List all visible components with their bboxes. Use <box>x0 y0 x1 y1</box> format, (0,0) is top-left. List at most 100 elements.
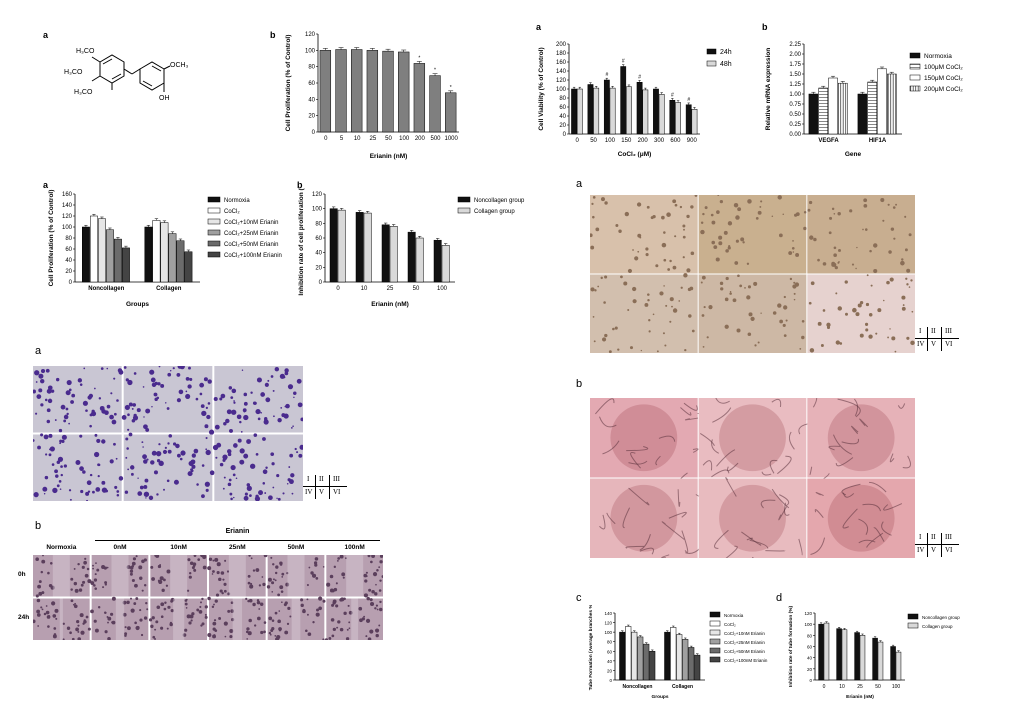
cell-dot <box>137 477 139 479</box>
x-tick-label: 0 <box>823 684 826 690</box>
cell-dot <box>851 263 855 266</box>
panel-label-2a: a <box>536 22 542 32</box>
wound-column-label: 50nM <box>287 544 305 551</box>
cell-dot <box>254 624 257 627</box>
y-tick-label: 160 <box>556 60 567 66</box>
cell-dot <box>205 436 208 440</box>
cell-dot <box>189 614 194 619</box>
cell-dot <box>100 407 103 409</box>
cell-dot <box>68 422 70 425</box>
cell-dot <box>284 601 288 605</box>
y-tick-label: 100 <box>804 622 812 627</box>
cell-dot <box>227 452 232 457</box>
significance-mark: # <box>671 92 674 98</box>
cell-dot <box>230 464 236 471</box>
cell-dot <box>243 495 249 501</box>
cell-dot <box>363 593 369 598</box>
cell-dot <box>702 345 705 348</box>
cell-dot <box>80 489 84 494</box>
x-tick-label: 10 <box>361 286 368 292</box>
cell-dot <box>239 420 242 424</box>
cell-dot <box>831 261 836 266</box>
cell-dot <box>205 449 211 456</box>
cell-dot <box>230 601 234 605</box>
cell-dot <box>91 409 95 413</box>
cell-dot <box>179 364 185 370</box>
y-tick-label: 80 <box>607 640 613 645</box>
wound-column-headers: Normoxia 0nM 10nM 25nM 50nM 100nM <box>33 544 383 554</box>
bar <box>653 88 659 135</box>
cell-dot <box>176 398 181 403</box>
cell-dot <box>667 268 671 271</box>
cell-dot <box>859 333 864 338</box>
cell-dot <box>116 490 120 493</box>
x-axis-label: Gene <box>845 151 862 158</box>
cell-dot <box>178 389 184 395</box>
cell-dot <box>828 231 832 235</box>
panel-label-4b: b <box>35 520 42 532</box>
cell-dot <box>286 622 290 626</box>
cell-dot <box>96 438 101 444</box>
micrograph-tile <box>32 366 124 433</box>
tube-branch <box>873 527 885 542</box>
cell-dot <box>142 386 145 388</box>
x-tick-label: 500 <box>430 136 441 142</box>
bar <box>106 229 114 283</box>
cell-dot <box>114 485 118 489</box>
cell-dot <box>248 618 252 623</box>
y-axis-label: Tube Formation (Average branches %) <box>588 605 594 690</box>
cell-dot <box>866 274 869 277</box>
cell-dot <box>231 409 237 415</box>
x-axis-label: Groups <box>126 301 149 308</box>
roman-4: IV <box>305 488 313 496</box>
wound-header-text: Erianin <box>225 528 250 535</box>
tube-branch <box>842 492 855 498</box>
cell-dot <box>862 228 864 231</box>
bar <box>818 87 828 135</box>
cell-dot <box>744 287 746 289</box>
cell-dot <box>287 606 291 610</box>
cell-dot <box>757 210 762 215</box>
tube-branch <box>681 530 689 553</box>
cell-dot <box>268 616 273 621</box>
cell-dot <box>167 449 172 454</box>
y-tick-label: 0 <box>69 280 73 286</box>
micrograph-tile <box>267 596 326 641</box>
bar <box>828 77 838 135</box>
micrograph-tile <box>150 553 207 597</box>
cell-dot <box>97 474 100 478</box>
cell-dot <box>333 565 337 568</box>
cell-dot <box>300 603 304 608</box>
cell-dot <box>42 486 48 492</box>
cell-dot <box>219 397 223 401</box>
y-tick-label: 100 <box>312 207 323 213</box>
cell-dot <box>116 494 120 497</box>
y-tick-label: 120 <box>305 32 316 38</box>
x-tick-label: 5 <box>340 136 344 142</box>
cell-dot <box>333 601 336 604</box>
cell-dot <box>173 479 179 485</box>
cell-dot <box>175 443 180 449</box>
cell-dot <box>686 268 691 273</box>
x-axis-label: CoCl₂ (μM) <box>618 151 652 158</box>
cell-dot <box>906 283 909 286</box>
y-tick-label: 1.75 <box>789 62 801 68</box>
cell-dot <box>190 619 193 622</box>
cell-dot <box>865 302 870 307</box>
cell-dot <box>782 323 786 327</box>
cell-dot <box>133 413 137 418</box>
micrograph-tile <box>698 194 807 274</box>
cell-dot <box>223 589 227 593</box>
cell-dot <box>128 402 133 407</box>
roman-3: III <box>945 327 952 335</box>
cell-dot <box>150 377 156 383</box>
morphology-image-grid <box>588 194 915 354</box>
cell-dot <box>191 566 195 570</box>
tube-branch <box>626 446 649 452</box>
cell-dot <box>682 256 685 259</box>
cell-dot <box>38 580 42 583</box>
cell-dot <box>113 377 116 380</box>
significance-mark: * <box>450 85 452 91</box>
cell-dot <box>591 202 594 206</box>
